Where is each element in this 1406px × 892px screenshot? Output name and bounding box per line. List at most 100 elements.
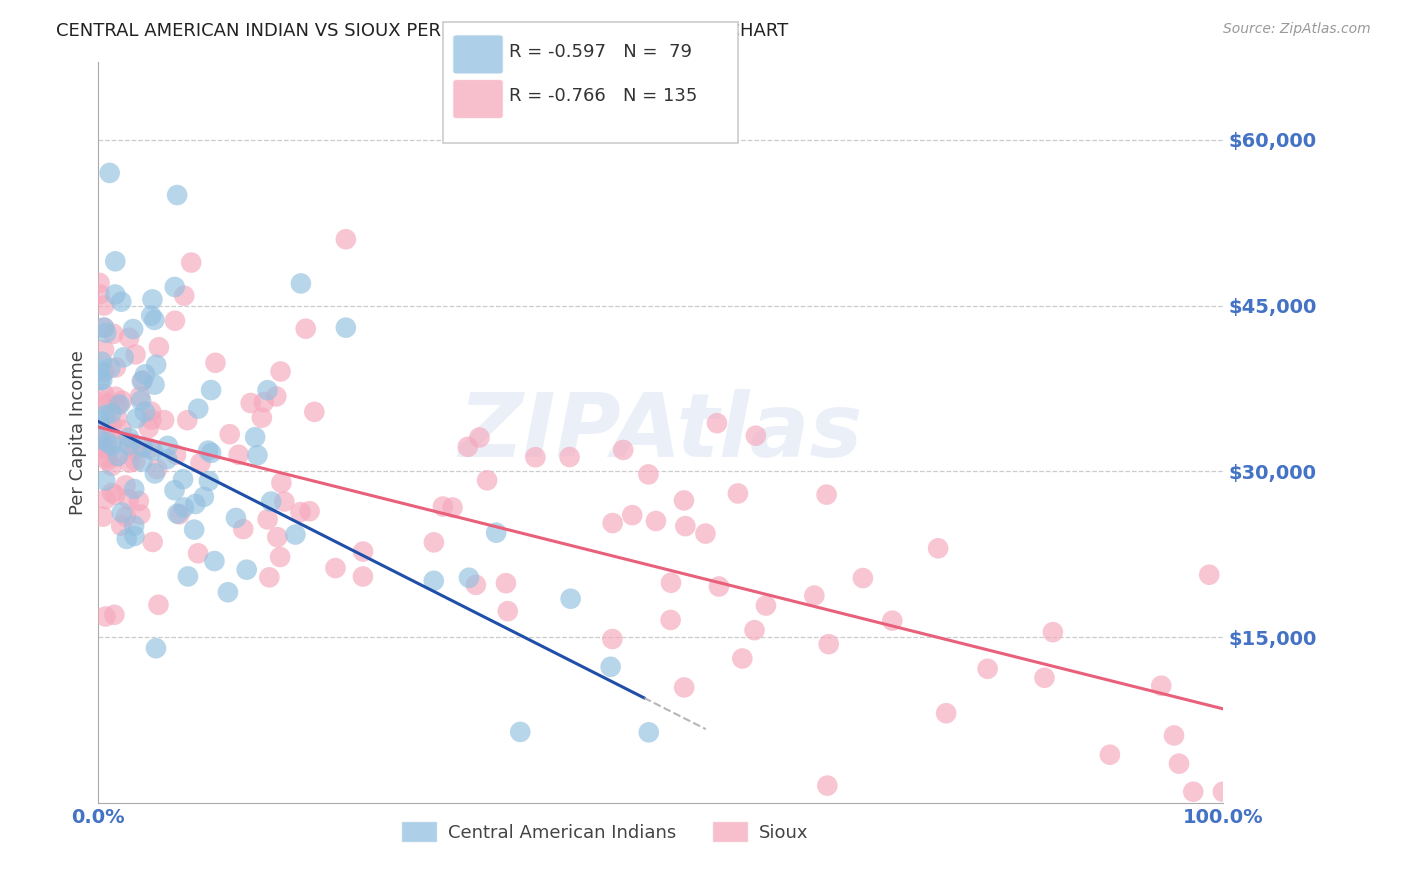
Point xyxy=(173,288,195,302)
Point xyxy=(173,500,195,515)
Point xyxy=(141,413,163,427)
Point xyxy=(496,604,519,618)
Point xyxy=(270,364,292,378)
Point xyxy=(509,725,531,739)
Point xyxy=(468,430,491,444)
Point xyxy=(256,383,278,397)
Point xyxy=(246,448,269,462)
Point xyxy=(100,434,122,449)
Point xyxy=(89,276,111,290)
Text: R = -0.597   N =  79: R = -0.597 N = 79 xyxy=(509,43,692,61)
Point xyxy=(256,512,278,526)
Point xyxy=(100,438,122,452)
Point xyxy=(96,397,118,411)
Point xyxy=(111,423,134,437)
Point xyxy=(124,442,146,457)
Point xyxy=(124,347,146,361)
Point xyxy=(104,488,127,502)
Point xyxy=(927,541,949,556)
Point xyxy=(129,393,152,408)
Point xyxy=(163,280,186,294)
Point xyxy=(673,681,696,695)
Point xyxy=(129,508,152,522)
Point xyxy=(637,467,659,482)
Point xyxy=(464,578,486,592)
Point xyxy=(228,448,250,462)
Point xyxy=(163,483,186,498)
Point xyxy=(1150,679,1173,693)
Point xyxy=(602,632,624,646)
Point xyxy=(621,508,644,523)
Point xyxy=(131,454,153,468)
Point xyxy=(125,411,148,425)
Point xyxy=(672,493,695,508)
Point xyxy=(560,591,582,606)
Point xyxy=(731,651,754,665)
Point xyxy=(145,358,167,372)
Point xyxy=(1163,729,1185,743)
Point xyxy=(239,396,262,410)
Point xyxy=(118,331,141,345)
Point xyxy=(659,613,682,627)
Point xyxy=(122,322,145,336)
Point xyxy=(118,431,141,445)
Point xyxy=(94,474,117,488)
Point xyxy=(1033,671,1056,685)
Point xyxy=(146,462,169,476)
Point xyxy=(142,443,165,458)
Point xyxy=(803,589,825,603)
Point xyxy=(270,475,292,490)
Point xyxy=(89,433,111,447)
Point xyxy=(882,614,904,628)
Point xyxy=(114,478,136,492)
Point xyxy=(110,518,132,533)
Point xyxy=(184,497,207,511)
Point xyxy=(118,456,141,470)
Point xyxy=(706,416,728,430)
Text: ZIPAtlas: ZIPAtlas xyxy=(458,389,863,476)
Point xyxy=(134,368,156,382)
Point xyxy=(89,413,111,427)
Point xyxy=(165,448,187,462)
Point xyxy=(695,526,717,541)
Point xyxy=(558,450,581,464)
Point xyxy=(423,535,446,549)
Point xyxy=(91,509,114,524)
Point xyxy=(524,450,547,465)
Point xyxy=(93,320,115,334)
Point xyxy=(105,411,128,425)
Point xyxy=(335,232,357,246)
Point xyxy=(815,779,838,793)
Point xyxy=(93,408,115,422)
Point xyxy=(128,494,150,508)
Point xyxy=(89,287,111,301)
Point xyxy=(94,609,117,624)
Point xyxy=(156,439,179,453)
Point xyxy=(93,387,115,401)
Point xyxy=(200,446,222,460)
Point xyxy=(1212,785,1234,799)
Point xyxy=(232,522,254,536)
Point xyxy=(755,599,778,613)
Point xyxy=(129,389,152,403)
Point xyxy=(104,360,127,375)
Point xyxy=(93,320,115,334)
Point xyxy=(197,443,219,458)
Point xyxy=(91,433,114,447)
Point xyxy=(485,525,508,540)
Point xyxy=(94,492,117,507)
Point xyxy=(134,405,156,419)
Point xyxy=(180,255,202,269)
Point xyxy=(131,374,153,388)
Point xyxy=(495,576,517,591)
Point xyxy=(298,504,321,518)
Point xyxy=(935,706,957,721)
Point xyxy=(91,437,114,451)
Point xyxy=(266,389,288,403)
Point xyxy=(815,488,838,502)
Point xyxy=(187,401,209,416)
Point xyxy=(637,725,659,739)
Point xyxy=(143,377,166,392)
Point xyxy=(190,456,212,470)
Point xyxy=(1042,625,1064,640)
